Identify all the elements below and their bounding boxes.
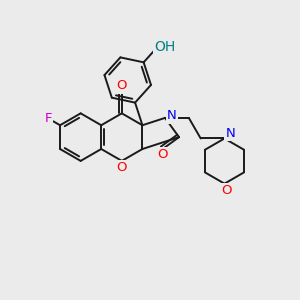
Text: O: O [117, 80, 127, 92]
Text: O: O [117, 161, 127, 174]
Text: F: F [44, 112, 52, 125]
Text: O: O [158, 148, 168, 161]
Text: N: N [167, 110, 177, 122]
Text: N: N [226, 127, 235, 140]
Text: OH: OH [154, 40, 175, 54]
Text: O: O [221, 184, 232, 197]
